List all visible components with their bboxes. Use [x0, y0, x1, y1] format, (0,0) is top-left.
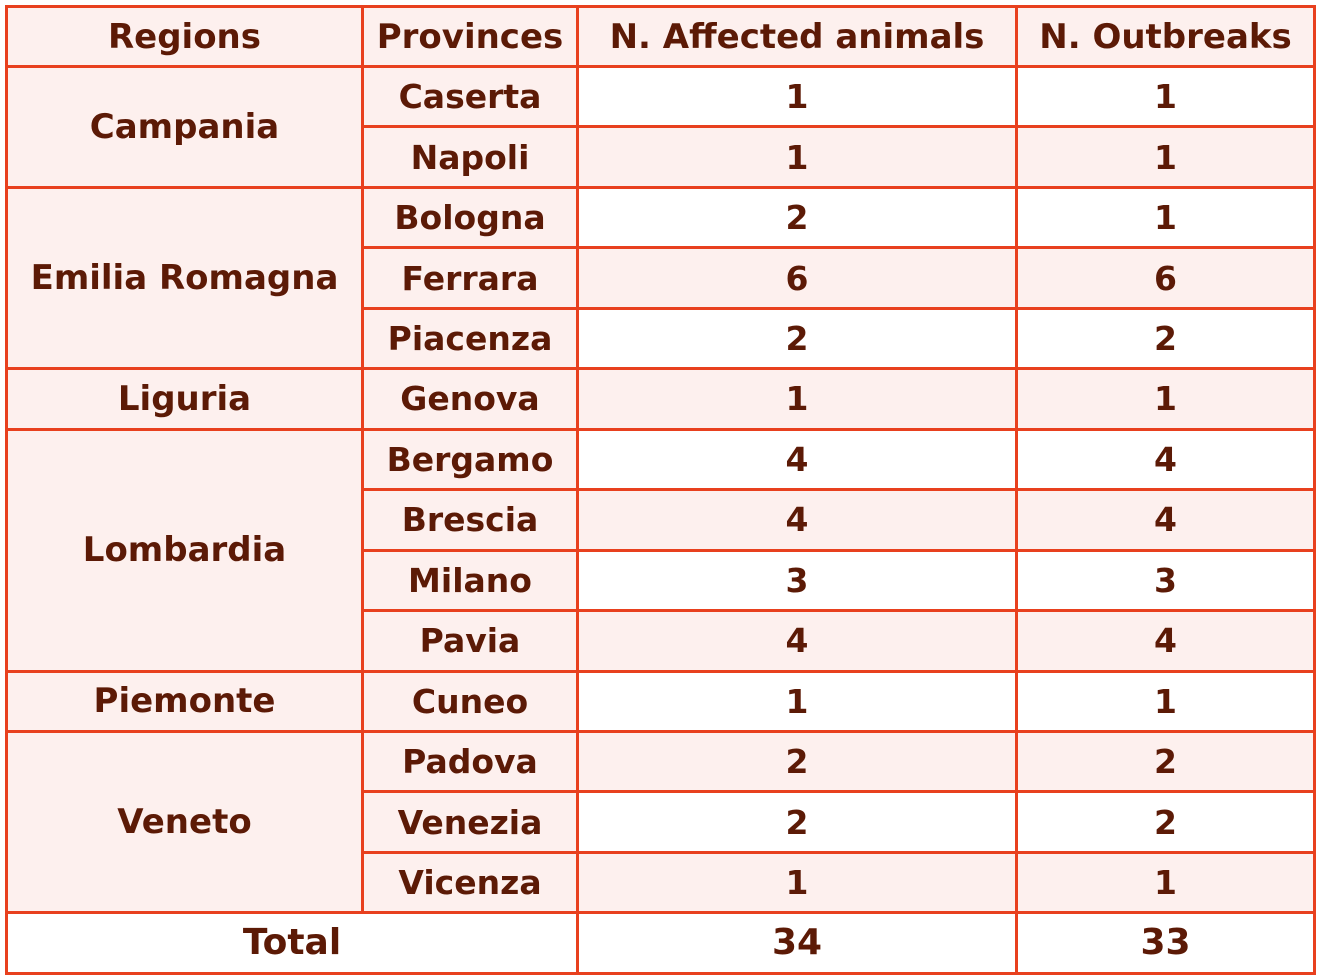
header-outbreaks: N. Outbreaks	[1015, 5, 1316, 68]
province-cell: Vicenza	[361, 850, 579, 915]
region-cell: Campania	[5, 65, 364, 189]
affected-animals-cell: 4	[576, 488, 1018, 552]
province-cell: Bergamo	[361, 427, 579, 492]
table-row: Milano 3 3	[7, 548, 1316, 613]
affected-animals-cell: 2	[576, 306, 1018, 371]
header-regions: Regions	[5, 5, 364, 68]
outbreaks-cell: 1	[1015, 367, 1316, 431]
province-cell: Piacenza	[361, 306, 579, 371]
affected-animals-cell: 4	[576, 609, 1018, 673]
affected-animals-cell: 2	[576, 185, 1018, 250]
header-provinces: Provinces	[361, 5, 579, 68]
table-row: Emilia Romagna Bologna 2 1	[5, 185, 1316, 371]
outbreaks-cell: 2	[1015, 306, 1316, 371]
outbreaks-cell: 4	[1015, 609, 1316, 673]
province-cell: Napoli	[361, 125, 579, 189]
total-label: Total	[5, 911, 579, 975]
province-cell: Ferrara	[361, 246, 579, 310]
region-cell: Emilia Romagna	[5, 185, 364, 371]
outbreaks-cell: 1	[1015, 125, 1316, 189]
affected-animals-cell: 2	[576, 790, 1018, 854]
affected-animals-cell: 2	[576, 729, 1018, 794]
table-row: Veneto Padova 2 2	[5, 729, 1316, 915]
affected-animals-cell: 1	[576, 64, 1018, 129]
header-row: Regions Provinces N. Affected animals N.…	[5, 5, 1316, 68]
affected-animals-cell: 1	[576, 125, 1018, 189]
total-affected-animals: 34	[576, 911, 1018, 975]
province-cell: Brescia	[361, 488, 579, 552]
table-row: Lombardia Bergamo 4 4	[5, 427, 1316, 673]
province-cell: Caserta	[361, 64, 579, 129]
outbreaks-cell: 3	[1015, 548, 1316, 613]
header-affected-animals: N. Affected animals	[576, 5, 1018, 68]
affected-animals-cell: 1	[576, 669, 1018, 733]
province-cell: Milano	[361, 548, 579, 613]
province-cell: Cuneo	[361, 669, 579, 733]
province-cell: Pavia	[361, 609, 579, 673]
outbreaks-cell: 1	[1015, 669, 1316, 733]
outbreaks-cell: 1	[1015, 64, 1316, 129]
outbreaks-cell: 2	[1015, 729, 1316, 794]
region-cell: Lombardia	[5, 427, 364, 673]
province-cell: Genova	[361, 367, 579, 431]
table-row: Ferrara 6 6	[7, 246, 1316, 310]
outbreaks-cell: 2	[1015, 790, 1316, 854]
province-cell: Venezia	[361, 790, 579, 854]
table-row: Venezia 2 2	[7, 790, 1316, 854]
outbreaks-table: Regions Provinces N. Affected animals N.…	[5, 5, 1316, 975]
table-row: Vicenza 1 1	[7, 850, 1316, 915]
outbreaks-cell: 1	[1015, 185, 1316, 250]
province-cell: Padova	[361, 729, 579, 794]
table-row: Campania Caserta 1 1	[5, 64, 1316, 189]
province-cell: Bologna	[361, 185, 579, 250]
affected-animals-cell: 3	[576, 548, 1018, 613]
table-row: Piemonte Cuneo 1 1	[5, 669, 1316, 733]
outbreaks-cell: 4	[1015, 488, 1316, 552]
table-row: Brescia 4 4	[7, 488, 1316, 552]
affected-animals-cell: 1	[576, 850, 1018, 915]
outbreaks-cell: 4	[1015, 427, 1316, 492]
affected-animals-cell: 4	[576, 427, 1018, 492]
affected-animals-cell: 1	[576, 367, 1018, 431]
total-outbreaks: 33	[1015, 911, 1316, 975]
region-cell: Liguria	[5, 367, 364, 431]
region-cell: Piemonte	[5, 669, 364, 733]
table-row: Liguria Genova 1 1	[5, 367, 1316, 431]
table-body: Campania Caserta 1 1 Napoli 1 1 Emilia Romagna B…	[5, 64, 1316, 975]
total-row: Total 34 33	[5, 911, 1316, 975]
table-row: Napoli 1 1	[7, 125, 1316, 189]
outbreaks-cell: 1	[1015, 850, 1316, 915]
table-row: Piacenza 2 2	[7, 306, 1316, 371]
affected-animals-cell: 6	[576, 246, 1018, 310]
region-cell: Veneto	[5, 729, 364, 915]
table-row: Pavia 4 4	[7, 609, 1316, 673]
outbreaks-cell: 6	[1015, 246, 1316, 310]
